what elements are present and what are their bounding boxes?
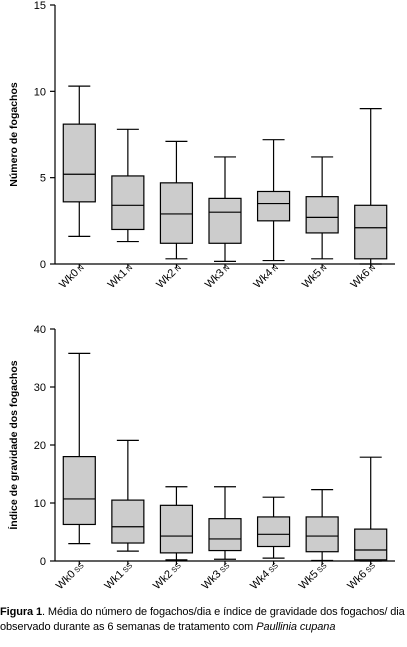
box-plot-wk1 — [111, 439, 145, 552]
x-tick-label-main: Wk1 — [106, 267, 130, 291]
x-tick-label-main: Wk4 — [251, 267, 275, 291]
iqr-box — [354, 204, 388, 260]
x-tick-label-main: Wk5 — [300, 267, 324, 291]
caption-label: Figura 1 — [0, 606, 42, 618]
x-tick-label-main: Wk0 — [57, 267, 81, 291]
box-plot-wk6 — [354, 456, 388, 562]
box-plot-wk0 — [62, 85, 96, 237]
y-tick-label: 10 — [34, 498, 46, 510]
x-tick-label-main: Wk4 — [248, 568, 272, 592]
iqr-box — [111, 175, 145, 231]
x-tick-label: Wk6SS — [345, 560, 378, 593]
x-tick-label-sub: N — [318, 263, 328, 273]
x-tick-label-main: Wk2 — [154, 267, 178, 291]
x-tick-label: Wk3N — [203, 262, 232, 291]
box-plot-wk1 — [111, 128, 145, 243]
box-plot-wk6 — [354, 107, 388, 265]
box-plot-wk5 — [305, 156, 339, 260]
iqr-box — [159, 182, 194, 244]
x-tick-label: Wk3SS — [200, 560, 233, 593]
x-tick-label: Wk5N — [300, 262, 329, 291]
y-tick-label: 10 — [34, 86, 46, 98]
x-tick-label-sub: N — [367, 263, 377, 273]
x-tick-label-sub: SS — [364, 561, 377, 574]
x-tick-label-sub: SS — [169, 561, 182, 574]
caption-species: Paullinia cupana — [256, 621, 336, 633]
caption-text: . Média do número de fogachos/dia e índi… — [0, 606, 405, 633]
x-tick-label-main: Wk3 — [203, 267, 227, 291]
y-tick-label: 5 — [40, 173, 46, 185]
box-plot-wk0 — [62, 352, 96, 545]
figure-caption: Figura 1. Média do número de fogachos/di… — [0, 605, 405, 635]
x-tick-label-main: Wk0 — [54, 568, 78, 592]
x-tick-label: Wk0SS — [54, 560, 87, 593]
x-tick-label-main: Wk6 — [345, 568, 369, 592]
box-plot-wk2 — [159, 486, 194, 561]
iqr-box — [256, 190, 291, 222]
iqr-box — [208, 197, 242, 244]
y-axis-title: Índice de gravidade dos fogachos — [7, 360, 20, 529]
x-tick-label: Wk0N — [57, 262, 86, 291]
box-plot-wk4 — [256, 496, 291, 559]
x-tick-label-sub: SS — [267, 561, 280, 574]
iqr-box — [305, 196, 339, 234]
iqr-box — [111, 499, 145, 544]
x-tick-label: Wk6N — [349, 262, 378, 291]
x-tick-label-main: Wk6 — [349, 267, 373, 291]
x-tick-label-main: Wk3 — [200, 568, 224, 592]
y-tick-label: 20 — [34, 440, 46, 452]
x-tick-label-sub: N — [221, 263, 231, 273]
x-tick-label-sub: SS — [72, 561, 85, 574]
x-tick-label-main: Wk5 — [297, 568, 321, 592]
x-tick-label: Wk4SS — [248, 560, 281, 593]
iqr-box — [159, 504, 194, 554]
x-tick-label: Wk1N — [106, 262, 135, 291]
x-tick-label-sub: SS — [121, 561, 134, 574]
x-tick-label-sub: SS — [218, 561, 231, 574]
iqr-box — [62, 123, 96, 203]
iqr-box — [256, 516, 291, 548]
iqr-box — [354, 528, 388, 561]
x-tick-label-sub: N — [173, 263, 183, 273]
iqr-box — [305, 516, 339, 553]
y-tick-label: 30 — [34, 382, 46, 394]
x-tick-label: Wk1SS — [102, 560, 135, 593]
y-tick-label: 0 — [40, 556, 46, 568]
y-tick-label: 15 — [34, 0, 46, 12]
box-plot-wk3 — [208, 486, 242, 560]
x-tick-label: Wk2N — [154, 262, 183, 291]
x-tick-label-sub: N — [76, 263, 86, 273]
x-tick-label-main: Wk2 — [151, 568, 175, 592]
x-tick-label-sub: N — [270, 263, 280, 273]
x-tick-label-sub: SS — [315, 561, 328, 574]
x-tick-label: Wk4N — [251, 262, 280, 291]
box-plot-wk4 — [256, 139, 291, 262]
x-tick-label-sub: N — [124, 263, 134, 273]
box-plot-wk3 — [208, 156, 242, 263]
box-plot-wk2 — [159, 140, 194, 260]
y-axis-title: Número de fogachos — [8, 82, 20, 187]
iqr-box — [62, 456, 96, 526]
y-tick-label: 40 — [34, 324, 46, 336]
chart-panel-gravidade: 0 10 20 30 40 Índice de gravidade dos fogacho… — [7, 324, 395, 592]
x-tick-label: Wk2SS — [151, 560, 184, 593]
box-plot-wk5 — [305, 489, 339, 562]
x-tick-label-main: Wk1 — [102, 568, 126, 592]
iqr-box — [208, 518, 242, 552]
x-tick-label: Wk5SS — [297, 560, 330, 593]
y-tick-label: 0 — [40, 259, 46, 271]
